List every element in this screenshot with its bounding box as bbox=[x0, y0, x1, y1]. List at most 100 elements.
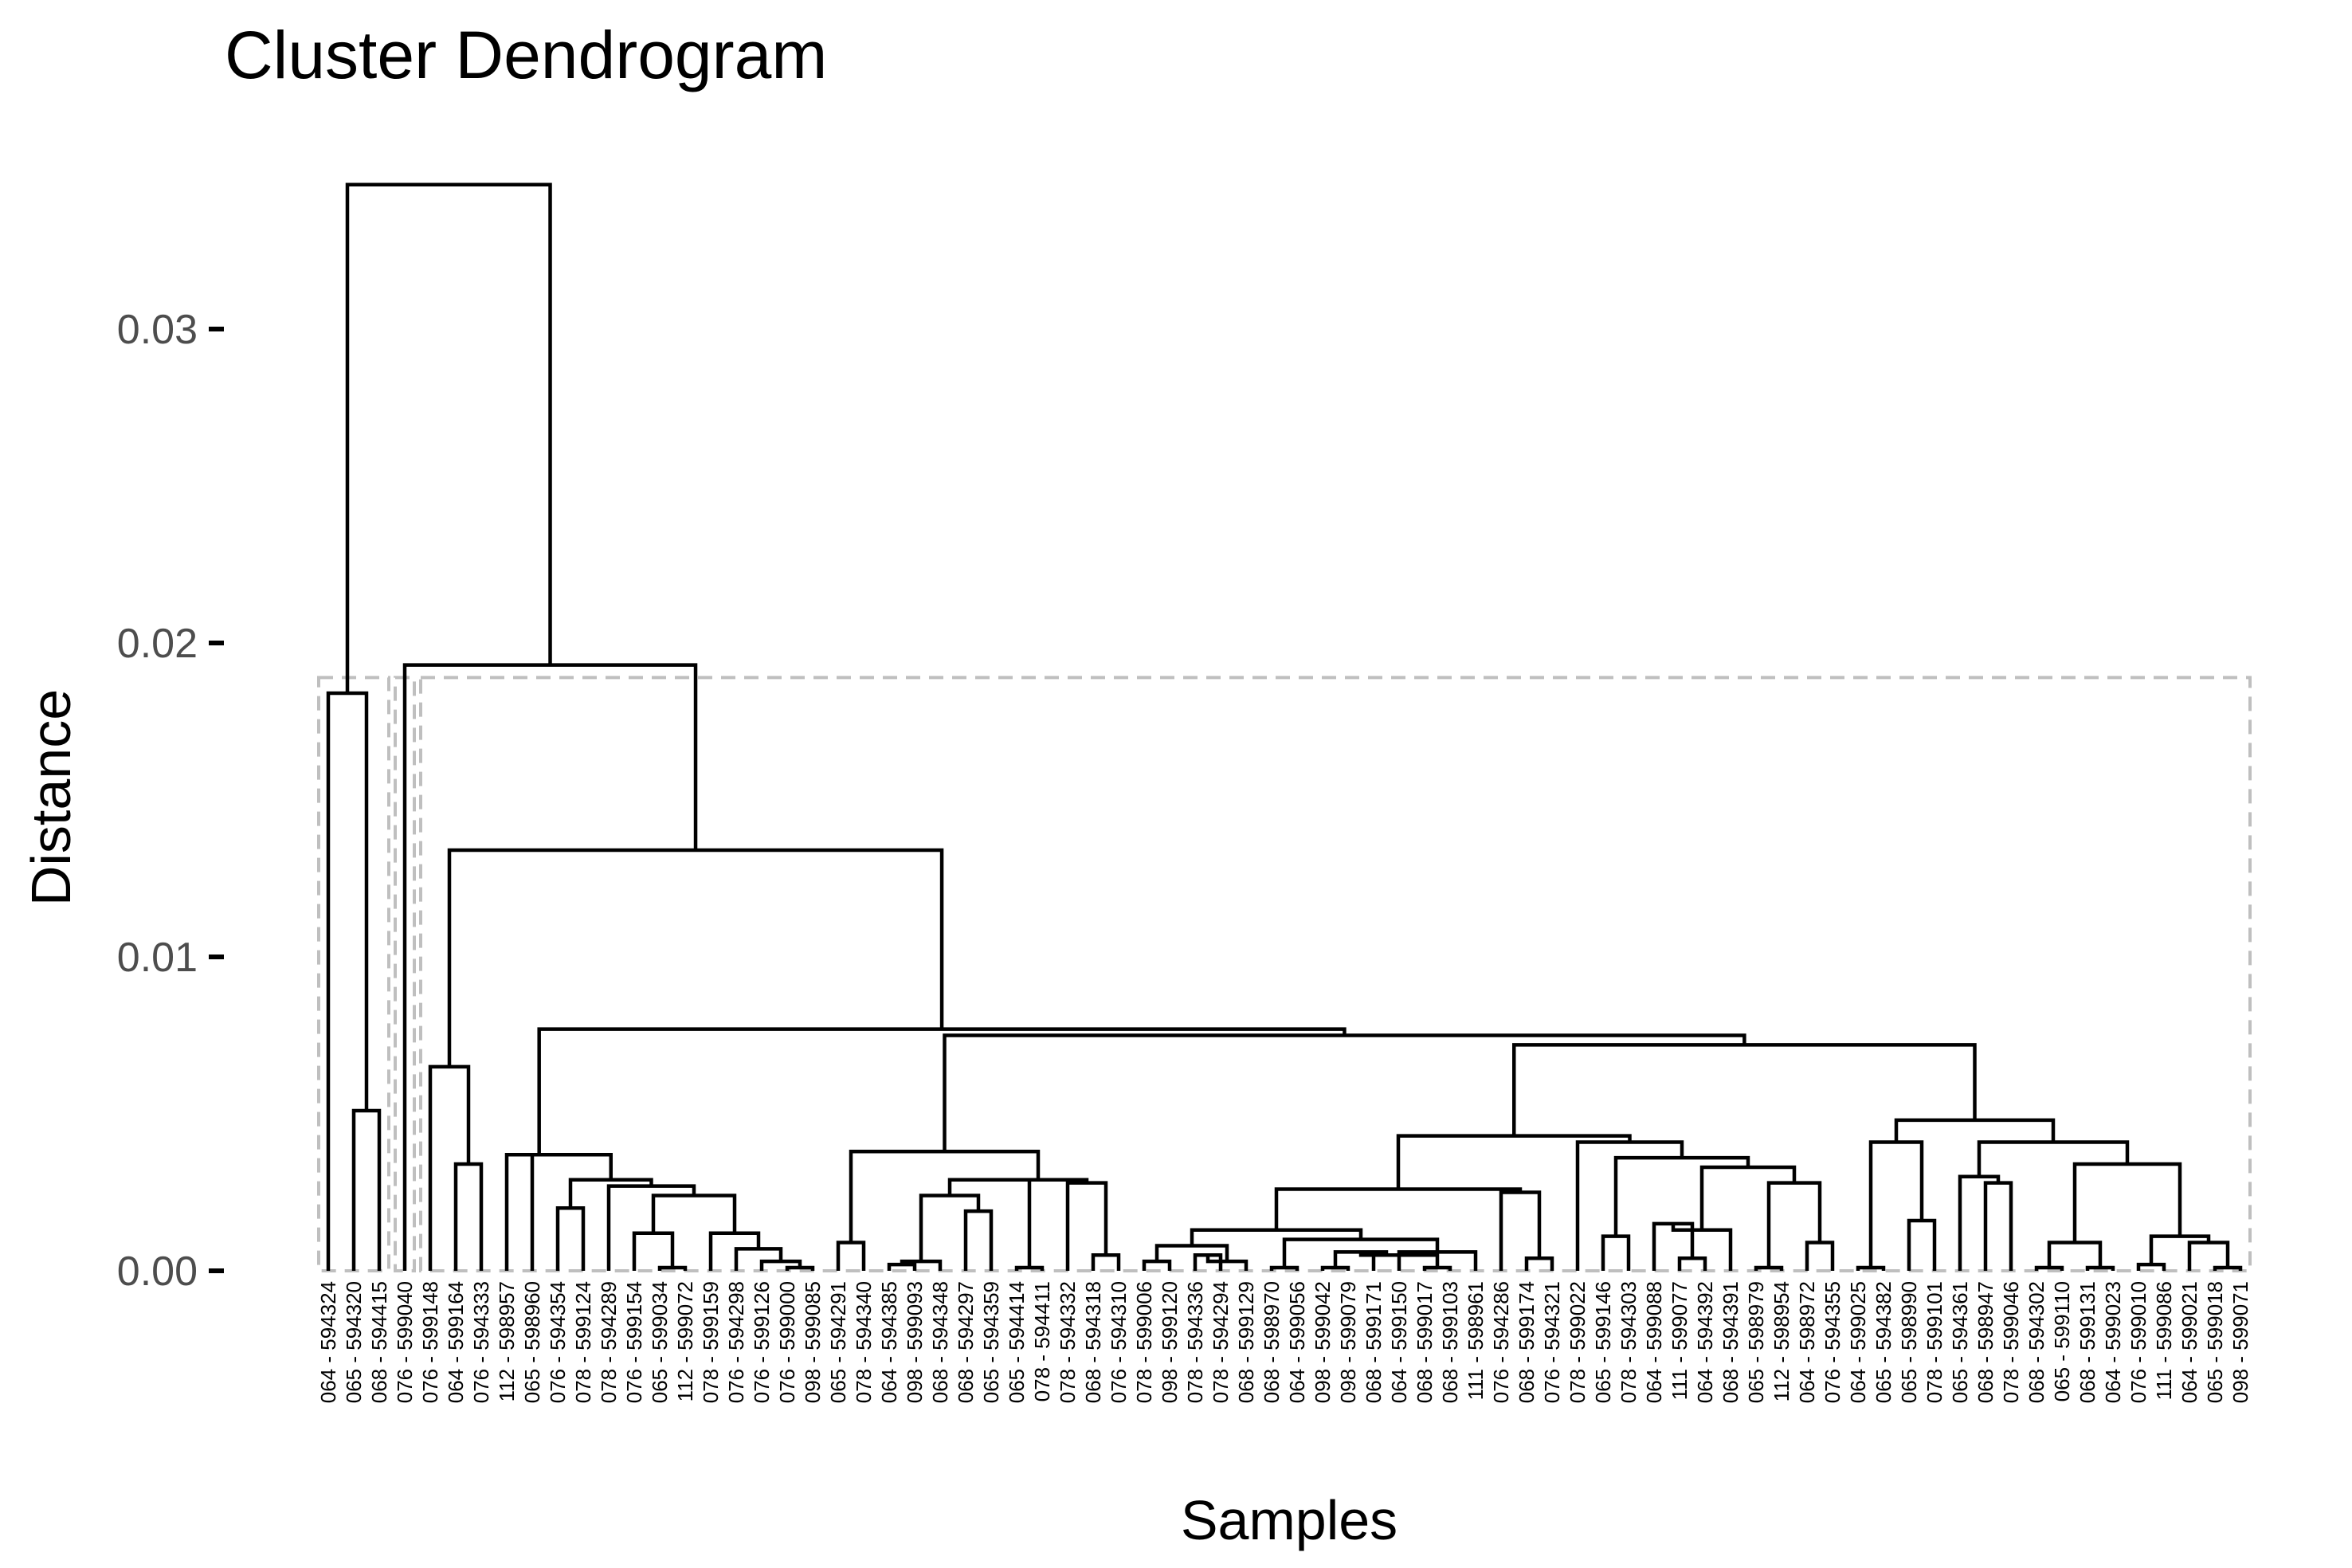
leaf-label: 076 - 594321 bbox=[1540, 1281, 1564, 1403]
dendrogram-branch bbox=[963, 1209, 994, 1271]
chart-title: Cluster Dendrogram bbox=[225, 18, 827, 92]
y-tick-label: 0.02 bbox=[117, 621, 198, 667]
x-axis-title: Samples bbox=[1181, 1489, 1397, 1551]
leaf-label: 068 - 598947 bbox=[1974, 1281, 1997, 1403]
leaf-label: 064 - 599025 bbox=[1846, 1281, 1870, 1403]
leaf-label: 064 - 598972 bbox=[1795, 1281, 1819, 1403]
leaf-label: 076 - 599154 bbox=[622, 1281, 646, 1403]
dendrogram-branch bbox=[351, 1108, 382, 1271]
leaf-label: 098 - 599042 bbox=[1311, 1281, 1335, 1403]
leaf-label: 065 - 594382 bbox=[1872, 1281, 1895, 1403]
dendrogram-branch bbox=[1371, 1253, 1401, 1271]
dendrogram-branch bbox=[651, 1194, 737, 1233]
dendrogram-branch bbox=[537, 1027, 1347, 1155]
dendrogram-branch bbox=[1065, 1181, 1108, 1271]
dendrogram-branch bbox=[990, 1178, 1089, 1183]
leaf-label: 078 - 599159 bbox=[699, 1281, 723, 1403]
dendrogram-branch bbox=[447, 848, 944, 1067]
dendrogram-branch bbox=[530, 1152, 613, 1271]
leaf-label: 076 - 594354 bbox=[546, 1281, 570, 1403]
dendrogram-branch bbox=[1766, 1181, 1822, 1268]
leaf-label: 112 - 598954 bbox=[1770, 1281, 1793, 1401]
y-tick-label: 0.00 bbox=[117, 1249, 198, 1295]
leaf-label: 078 - 594411 bbox=[1030, 1281, 1054, 1401]
leaf-label: 078 - 594340 bbox=[852, 1281, 876, 1403]
leaf-label: 076 - 594310 bbox=[1107, 1281, 1131, 1403]
leaf-label: 098 - 599079 bbox=[1336, 1281, 1360, 1403]
dendrogram-branch bbox=[1958, 1174, 2001, 1271]
leaf-label: 065 - 598979 bbox=[1744, 1281, 1768, 1403]
dendrogram-branch bbox=[1699, 1165, 1797, 1230]
dendrogram-branch bbox=[2149, 1234, 2211, 1265]
dendrogram-branch bbox=[326, 691, 369, 1271]
leaf-label: 078 - 594303 bbox=[1617, 1281, 1641, 1403]
leaf-label: 068 - 598970 bbox=[1260, 1281, 1284, 1403]
leaf-label: 098 - 599093 bbox=[903, 1281, 927, 1403]
leaf-label: 068 - 594318 bbox=[1081, 1281, 1105, 1403]
leaf-label: 078 - 594294 bbox=[1209, 1281, 1233, 1403]
leaf-label: 098 - 599085 bbox=[801, 1281, 825, 1403]
y-tick-label: 0.01 bbox=[117, 935, 198, 981]
dendrogram-branch bbox=[1894, 1118, 2056, 1143]
leaf-label: 068 - 594297 bbox=[954, 1281, 978, 1403]
leaf-label: 068 - 594415 bbox=[367, 1281, 391, 1403]
leaf-label: 068 - 599174 bbox=[1515, 1281, 1539, 1403]
leaf-labels: 064 - 594324 065 - 594320 068 - 594415 076 … bbox=[316, 1281, 2252, 1403]
leaf-label: 076 - 599000 bbox=[775, 1281, 799, 1403]
leaf-label: 078 - 599006 bbox=[1132, 1281, 1156, 1403]
leaf-label: 076 - 599148 bbox=[418, 1281, 442, 1403]
dendrogram-branch bbox=[1977, 1140, 2130, 1177]
leaf-label: 078 - 599124 bbox=[571, 1281, 595, 1403]
dendrogram-branch bbox=[919, 1194, 981, 1262]
leaf-label: 078 - 599022 bbox=[1566, 1281, 1590, 1403]
dendrogram-branch bbox=[555, 1205, 586, 1271]
leaf-label: 111 - 599086 bbox=[2152, 1281, 2176, 1400]
leaf-label: 065 - 598960 bbox=[520, 1281, 544, 1403]
dendrogram-branch bbox=[836, 1241, 866, 1271]
leaf-label: 078 - 594336 bbox=[1183, 1281, 1207, 1403]
dendrogram-branch bbox=[2047, 1241, 2103, 1268]
leaf-label: 065 - 594361 bbox=[1948, 1281, 1972, 1403]
y-tick-label: 0.03 bbox=[117, 307, 198, 353]
leaf-label: 076 - 594355 bbox=[1821, 1281, 1844, 1403]
leaf-label: 064 - 599023 bbox=[2101, 1281, 2125, 1403]
leaf-label: 064 - 594324 bbox=[316, 1281, 340, 1403]
leaf-label: 068 - 599017 bbox=[1413, 1281, 1437, 1403]
dendrogram-branches bbox=[326, 182, 2243, 1271]
leaf-label: 112 - 599072 bbox=[673, 1281, 697, 1401]
leaf-label: 111 - 599077 bbox=[1668, 1281, 1691, 1400]
leaf-label: 078 - 594332 bbox=[1056, 1281, 1080, 1403]
leaf-label: 064 - 599088 bbox=[1642, 1281, 1666, 1403]
dendrogram-branch bbox=[1274, 1187, 1523, 1230]
leaf-label: 065 - 594414 bbox=[1005, 1281, 1029, 1403]
leaf-label: 112 - 598957 bbox=[495, 1281, 519, 1401]
dendrogram-branch bbox=[568, 1178, 653, 1209]
leaf-label: 076 - 599040 bbox=[393, 1281, 417, 1403]
leaf-label: 065 - 594291 bbox=[826, 1281, 850, 1403]
leaf-label: 064 - 599150 bbox=[1387, 1281, 1411, 1403]
leaf-label: 068 - 599171 bbox=[1362, 1281, 1386, 1403]
leaf-label: 065 - 599146 bbox=[1591, 1281, 1615, 1403]
leaf-label: 068 - 599103 bbox=[1438, 1281, 1462, 1403]
leaf-label: 076 - 599010 bbox=[2127, 1281, 2150, 1403]
leaf-label: 064 - 599164 bbox=[444, 1281, 468, 1403]
dendrogram-branch bbox=[1512, 1043, 1977, 1136]
dendrogram-branch bbox=[1868, 1140, 1924, 1268]
leaf-label: 064 - 594385 bbox=[877, 1281, 901, 1403]
leaf-label: 065 - 598990 bbox=[1897, 1281, 1921, 1403]
leaf-label: 068 - 594348 bbox=[928, 1281, 952, 1403]
dendrogram-branch bbox=[1671, 1223, 1733, 1271]
dendrogram-branch bbox=[1805, 1241, 1835, 1271]
y-axis-title: Distance bbox=[20, 689, 82, 906]
leaf-label: 065 - 599110 bbox=[2050, 1281, 2074, 1401]
dendrogram-branch bbox=[632, 1231, 675, 1271]
leaf-label: 076 - 594298 bbox=[724, 1281, 748, 1403]
leaf-label: 068 - 594302 bbox=[2025, 1281, 2048, 1403]
y-axis: 0.00 0.01 0.02 0.03 bbox=[117, 307, 224, 1295]
leaf-label: 076 - 599126 bbox=[750, 1281, 774, 1403]
leaf-label: 064 - 594392 bbox=[1693, 1281, 1717, 1403]
dendrogram-branch bbox=[606, 1184, 696, 1271]
leaf-label: 064 - 599056 bbox=[1285, 1281, 1309, 1403]
leaf-label: 076 - 594286 bbox=[1489, 1281, 1513, 1403]
